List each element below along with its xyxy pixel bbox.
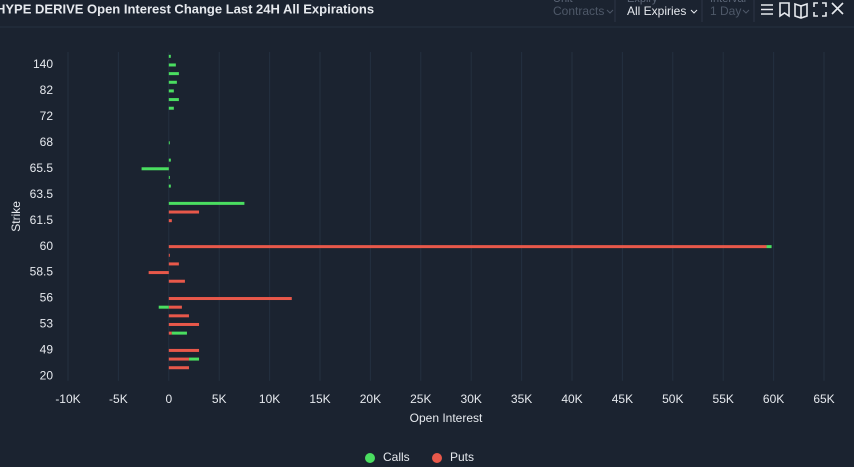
bar <box>168 348 200 352</box>
y-tick-label: 49 <box>40 343 54 357</box>
dropdown-arrow <box>690 9 698 14</box>
bar <box>168 331 172 335</box>
bar <box>766 245 772 249</box>
y-tick-label: 56 <box>40 291 54 305</box>
bar <box>168 314 189 318</box>
dropdown-arrow <box>742 9 750 14</box>
bar <box>168 245 767 249</box>
y-tick-label: 65.5 <box>30 161 54 175</box>
bar <box>168 262 179 266</box>
legend-label: Puts <box>450 450 474 464</box>
bar <box>158 305 169 309</box>
x-tick-label: 45K <box>612 392 633 406</box>
bar <box>168 219 172 223</box>
bar <box>168 184 171 188</box>
x-tick-label: 30K <box>461 392 482 406</box>
bar <box>168 98 179 102</box>
y-tick-label: 63.5 <box>30 187 54 201</box>
bar <box>168 297 292 301</box>
bar <box>168 253 170 257</box>
x-tick-label: 15K <box>309 392 330 406</box>
control-value[interactable]: All Expiries <box>627 4 686 18</box>
close-icon[interactable] <box>831 2 844 15</box>
control-value[interactable]: Contracts <box>553 4 604 18</box>
bar <box>168 54 171 58</box>
control-label: Interval <box>710 0 746 5</box>
legend-swatch <box>432 453 442 463</box>
x-tick-label: -10K <box>55 392 80 406</box>
y-tick-label: 68 <box>40 135 54 149</box>
bar <box>148 271 169 275</box>
x-tick-label: 55K <box>713 392 734 406</box>
y-tick-label: 60 <box>40 239 54 253</box>
y-tick-label: 61.5 <box>30 213 54 227</box>
x-tick-label: 60K <box>763 392 784 406</box>
x-tick-label: 10K <box>259 392 280 406</box>
bar <box>168 357 189 361</box>
bar <box>168 89 174 93</box>
fullscreen-icon[interactable] <box>813 2 827 17</box>
bar <box>168 63 176 67</box>
x-tick-label: -5K <box>109 392 128 406</box>
bar <box>168 305 182 309</box>
bar <box>168 201 245 205</box>
x-tick-label: 40K <box>561 392 582 406</box>
bar <box>168 80 177 84</box>
bar <box>168 106 174 110</box>
bar <box>168 322 200 326</box>
y-tick-label: 82 <box>40 83 54 97</box>
y-tick-label: 58.5 <box>30 265 54 279</box>
y-tick-label: 53 <box>40 317 54 331</box>
y-tick-label: 20 <box>40 369 54 383</box>
toolbar-icons <box>761 2 844 19</box>
chart-title: HYPE DERIVE Open Interest Change Last 24… <box>0 1 374 16</box>
book-icon[interactable] <box>794 2 808 19</box>
x-axis-label: Open Interest <box>410 411 483 425</box>
bar <box>168 279 185 283</box>
bar <box>171 331 187 335</box>
legend-swatch <box>365 453 375 463</box>
x-tick-label: 25K <box>410 392 431 406</box>
y-tick-label: 140 <box>33 57 53 71</box>
bar <box>141 167 169 171</box>
bar <box>168 366 189 370</box>
x-tick-label: 65K <box>813 392 834 406</box>
x-tick-label: 20K <box>360 392 381 406</box>
x-tick-label: 50K <box>662 392 683 406</box>
x-tick-label: 35K <box>511 392 532 406</box>
bar <box>168 175 170 179</box>
control-label: Unit <box>553 0 573 5</box>
y-tick-label: 72 <box>40 109 54 123</box>
dropdown-arrow <box>606 9 614 14</box>
bar <box>188 357 200 361</box>
x-tick-label: 5K <box>212 392 227 406</box>
x-tick-label: 0 <box>165 392 172 406</box>
bar <box>168 72 179 76</box>
control-value[interactable]: 1 Day <box>710 4 741 18</box>
menu-icon[interactable] <box>761 4 773 15</box>
y-axis-label: Strike <box>9 201 23 232</box>
bar <box>168 210 200 214</box>
bar <box>168 141 170 145</box>
bar <box>168 158 171 162</box>
control-label: Expiry <box>627 0 658 5</box>
bookmark-icon[interactable] <box>779 2 790 18</box>
legend-label: Calls <box>383 450 410 464</box>
